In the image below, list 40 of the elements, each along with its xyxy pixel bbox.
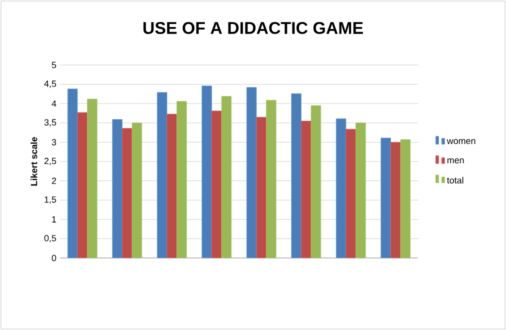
y-tick-label: 4 bbox=[52, 100, 56, 107]
bar bbox=[67, 88, 78, 258]
y-tick-label: 2 bbox=[52, 178, 56, 184]
bar bbox=[87, 98, 98, 258]
bar bbox=[310, 105, 322, 258]
chart-title: USE OF A DIDACTIC GAME bbox=[143, 22, 363, 34]
bar bbox=[176, 101, 187, 258]
bar bbox=[301, 120, 312, 258]
bar bbox=[336, 118, 346, 258]
bar bbox=[246, 87, 257, 258]
y-tick-label: 4,5 bbox=[44, 80, 56, 88]
legend-label: men bbox=[447, 158, 464, 164]
bar bbox=[212, 110, 222, 258]
bar bbox=[390, 142, 401, 258]
bar bbox=[77, 112, 88, 258]
y-tick-label: 1,5 bbox=[44, 196, 56, 204]
bar bbox=[202, 86, 212, 258]
bar bbox=[356, 122, 366, 258]
bar bbox=[132, 122, 142, 258]
bar bbox=[156, 92, 168, 258]
bar bbox=[400, 139, 411, 258]
legend-label: women bbox=[446, 139, 476, 144]
bar bbox=[166, 114, 177, 258]
bar bbox=[266, 100, 276, 258]
y-tick-label: 2,5 bbox=[44, 158, 56, 166]
bar bbox=[112, 119, 122, 258]
legend-label: total bbox=[447, 176, 464, 184]
y-tick-label: 5 bbox=[52, 62, 56, 68]
y-tick-label: 1 bbox=[52, 216, 56, 222]
y-tick-label: 3 bbox=[52, 139, 56, 146]
bar bbox=[122, 128, 132, 258]
bar bbox=[346, 128, 356, 258]
y-axis-title: Likert scale bbox=[30, 137, 38, 186]
bar bbox=[256, 116, 266, 258]
bar bbox=[380, 138, 391, 258]
bar bbox=[291, 93, 302, 258]
bar bbox=[221, 96, 232, 258]
y-tick-label: 3,5 bbox=[44, 119, 56, 127]
y-tick-label: 0,5 bbox=[44, 234, 56, 242]
y-tick-label: 0 bbox=[52, 254, 56, 262]
